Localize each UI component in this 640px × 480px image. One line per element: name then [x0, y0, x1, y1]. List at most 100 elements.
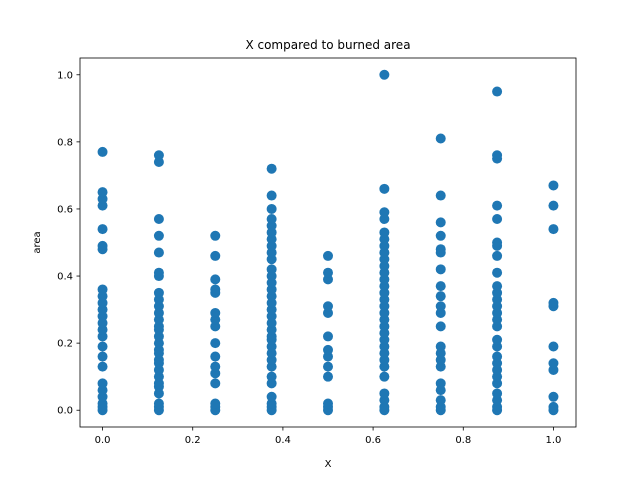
data-point — [153, 247, 164, 258]
data-point — [379, 183, 390, 194]
data-point — [97, 146, 108, 157]
data-point — [97, 187, 108, 198]
data-point — [379, 227, 390, 238]
data-point — [492, 267, 503, 278]
data-point — [492, 237, 503, 248]
data-point — [97, 341, 108, 352]
data-point — [379, 207, 390, 218]
data-point — [548, 200, 559, 211]
data-point — [435, 217, 446, 228]
data-point — [435, 133, 446, 144]
data-point — [492, 250, 503, 261]
data-point — [266, 190, 277, 201]
data-point — [492, 214, 503, 225]
data-point — [210, 361, 221, 372]
data-point — [323, 267, 333, 278]
x-axis: 0.0 0.2 0.4 0.6 0.8 1.0 — [95, 427, 562, 446]
data-point — [435, 244, 446, 255]
data-point — [548, 401, 559, 412]
data-point — [435, 230, 446, 241]
data-point — [548, 180, 559, 191]
data-point — [266, 214, 277, 225]
data-point — [379, 371, 390, 382]
data-point — [492, 334, 503, 345]
data-point — [97, 361, 108, 372]
data-point — [323, 250, 333, 261]
data-point — [210, 378, 221, 389]
x-tick-label: 0.4 — [275, 435, 291, 446]
data-point — [435, 301, 446, 312]
data-point — [548, 341, 559, 352]
data-point — [435, 321, 446, 332]
data-point — [492, 150, 503, 161]
y-tick-label: 1.0 — [57, 70, 73, 81]
data-point — [548, 224, 559, 235]
data-point — [548, 358, 559, 369]
data-point — [266, 264, 277, 275]
data-point — [379, 69, 390, 80]
data-point — [153, 287, 164, 298]
data-point — [323, 398, 333, 409]
y-axis-label: area — [32, 231, 43, 253]
data-point — [435, 378, 446, 389]
y-tick-label: 0.8 — [57, 137, 73, 148]
data-point — [435, 291, 446, 302]
data-point — [210, 398, 221, 409]
data-point — [435, 281, 446, 292]
data-point — [548, 391, 559, 402]
data-point — [210, 230, 221, 241]
data-point — [266, 203, 277, 214]
data-point — [323, 361, 333, 372]
data-point — [210, 351, 221, 362]
data-point — [379, 388, 390, 399]
data-point — [323, 301, 333, 312]
data-point — [97, 378, 108, 389]
data-point — [97, 224, 108, 235]
y-tick-label: 0.2 — [57, 339, 73, 350]
data-point — [97, 284, 108, 295]
data-point — [435, 395, 446, 406]
data-point — [210, 338, 221, 349]
data-point — [435, 190, 446, 201]
data-point — [435, 264, 446, 275]
data-point — [153, 398, 164, 409]
x-tick-label: 0.6 — [365, 435, 381, 446]
chart-title: X compared to burned area — [245, 38, 410, 52]
data-point — [492, 86, 503, 97]
data-point — [323, 371, 333, 382]
data-point — [548, 297, 559, 308]
data-point — [492, 200, 503, 211]
data-point — [153, 150, 164, 161]
x-axis-label: X — [325, 459, 332, 470]
x-tick-label: 0.0 — [95, 435, 111, 446]
data-point — [97, 351, 108, 362]
data-point — [153, 267, 164, 278]
y-axis: 0.0 0.2 0.4 0.6 0.8 1.0 — [57, 70, 80, 417]
y-tick-label: 0.6 — [57, 204, 73, 215]
data-point — [97, 240, 108, 251]
data-point — [210, 284, 221, 295]
x-tick-label: 0.2 — [185, 435, 201, 446]
y-tick-label: 0.0 — [57, 406, 73, 417]
data-point — [323, 344, 333, 355]
data-point — [492, 281, 503, 292]
data-point — [435, 341, 446, 352]
data-point — [210, 307, 221, 318]
data-point — [492, 351, 503, 362]
data-point — [210, 274, 221, 285]
data-point — [323, 331, 333, 342]
data-point — [266, 163, 277, 174]
data-point — [266, 391, 277, 402]
x-tick-label: 1.0 — [546, 435, 562, 446]
plot-area-frame — [79, 57, 577, 428]
data-point — [153, 214, 164, 225]
data-point — [153, 230, 164, 241]
data-point — [492, 388, 503, 399]
data-points — [97, 69, 559, 416]
y-tick-label: 0.4 — [57, 272, 73, 283]
data-point — [266, 371, 277, 382]
data-point — [210, 250, 221, 261]
x-tick-label: 0.8 — [455, 435, 471, 446]
